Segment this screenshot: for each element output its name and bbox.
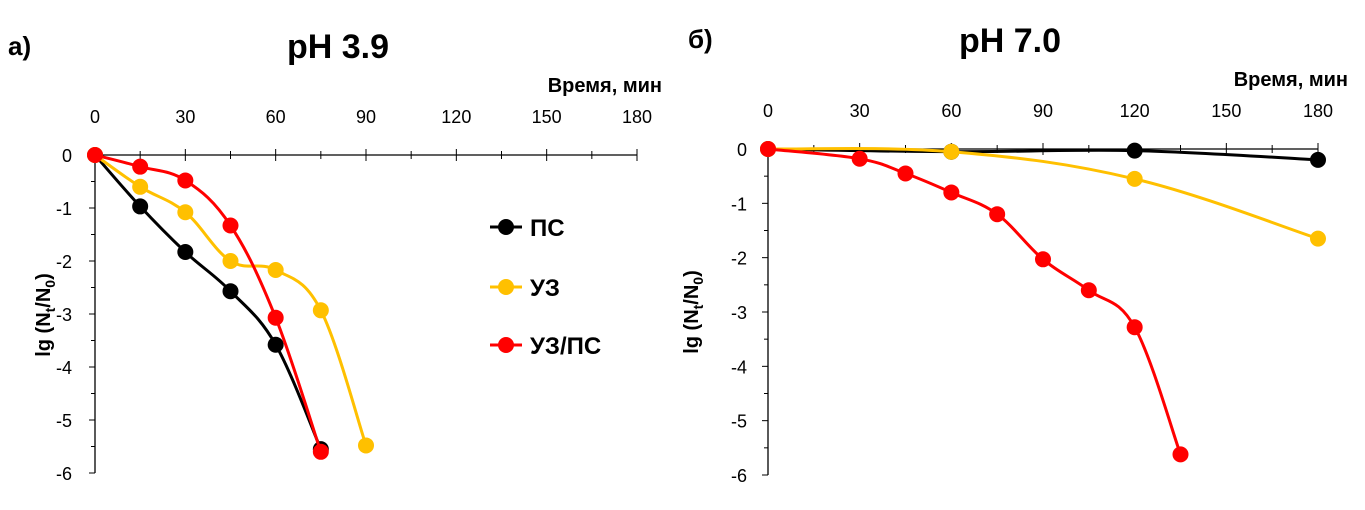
panel-a-data-point-uz bbox=[358, 437, 374, 454]
panel-b-label: б) bbox=[688, 24, 713, 54]
panel-b-title: pH 7.0 bbox=[959, 22, 1061, 60]
panel-a-x-tick-label: 90 bbox=[356, 107, 376, 127]
panel-b-data-point-uz-ps bbox=[1126, 319, 1143, 336]
panel-a-data-point-uz-ps bbox=[132, 158, 149, 175]
panel-b-data-point-uz bbox=[943, 143, 960, 160]
panel-a-data-point-uz bbox=[267, 262, 284, 279]
panel-b-y-tick-label: -6 bbox=[731, 466, 747, 486]
panel-a-data-point-ps bbox=[132, 198, 149, 215]
panel-a-data-point-ps bbox=[177, 243, 194, 260]
panel-a-data-point-ps bbox=[267, 336, 284, 353]
panel-a-x-tick-label: 60 bbox=[266, 107, 286, 127]
panel-b: б) pH 7.0 Время, мин lg (Nt/N0) 0 30 60 90 1… bbox=[681, 22, 1348, 486]
legend-item-ps: ПС bbox=[490, 215, 565, 242]
panel-b-y-axis-title: lg (Nt/N0) bbox=[681, 270, 706, 354]
legend-label-uz-ps: УЗ/ПС bbox=[530, 333, 601, 360]
panel-b-y-tick-label: -2 bbox=[731, 249, 747, 269]
panel-a-x-tick-label: 150 bbox=[532, 107, 562, 127]
panel-a-data-point-uz bbox=[312, 302, 329, 319]
legend: ПС УЗ УЗ/ПС bbox=[490, 215, 601, 360]
panel-b-y-tick-label: -4 bbox=[731, 357, 747, 377]
panel-a-y-tick-label: -6 bbox=[56, 464, 72, 484]
panel-a-data-point-ps bbox=[222, 283, 239, 300]
panel-a-x-tick-label: 120 bbox=[441, 107, 471, 127]
panel-b-data-point-uz-ps bbox=[760, 141, 776, 157]
panel-a-y-tick-label: -4 bbox=[56, 358, 72, 378]
panel-b-series-line-uz-ps bbox=[767, 147, 1182, 455]
panel-a-axes: 0 30 60 90 120 150 180 0 -1 -2 -3 -4 -5 -6 bbox=[56, 107, 652, 484]
panel-a-data-point-uz bbox=[222, 253, 239, 269]
panel-b-data-point-ps bbox=[1126, 142, 1143, 159]
panel-a-data-point-uz bbox=[132, 178, 149, 195]
panel-b-x-tick-label: 60 bbox=[941, 101, 961, 121]
panel-a-data-point-uz-ps bbox=[222, 217, 239, 234]
panel-a-data-point-uz-ps bbox=[312, 443, 329, 460]
panel-a-y-tick-label: -5 bbox=[56, 411, 72, 431]
panel-b-data-point-uz-ps bbox=[897, 165, 914, 182]
panel-b-y-tick-label: -5 bbox=[731, 412, 747, 432]
legend-item-uz: УЗ bbox=[490, 275, 560, 302]
panel-b-y-tick-label: -1 bbox=[731, 194, 747, 214]
panel-b-y-tick-label: -3 bbox=[731, 303, 747, 323]
panel-b-series-line-ps bbox=[767, 147, 1319, 162]
panel-a-x-tick-label: 180 bbox=[622, 107, 652, 127]
panel-a-x-axis-title: Время, мин bbox=[548, 75, 662, 97]
panel-a-x-tick-label: 0 bbox=[90, 107, 100, 127]
panel-b-axes: 0 30 60 90 120 150 180 0 -1 -2 -3 -4 -5 -6 bbox=[731, 101, 1333, 486]
panel-a-x-tick-label: 30 bbox=[175, 107, 195, 127]
panel-b-data-point-uz-ps bbox=[989, 206, 1006, 223]
panel-b-data-point-uz bbox=[1126, 170, 1143, 187]
panel-a-series bbox=[87, 147, 374, 460]
panel-a: а) pH 3.9 Время, мин lg (Nt/N0) 0 30 60 90 1… bbox=[8, 28, 662, 484]
panel-b-series-line-uz bbox=[767, 147, 1319, 241]
panel-b-x-tick-label: 90 bbox=[1033, 101, 1053, 121]
panel-a-title: pH 3.9 bbox=[287, 28, 389, 66]
panel-b-x-tick-label: 0 bbox=[763, 101, 773, 121]
panel-b-series bbox=[760, 141, 1326, 463]
panel-b-x-axis-title: Время, мин bbox=[1234, 69, 1348, 91]
panel-b-data-point-uz bbox=[1310, 230, 1326, 247]
panel-a-label: а) bbox=[8, 31, 31, 61]
panel-b-x-tick-label: 120 bbox=[1120, 101, 1150, 121]
panel-a-data-point-uz bbox=[177, 204, 194, 221]
panel-b-data-point-uz-ps bbox=[1080, 282, 1097, 299]
panel-b-x-tick-label: 180 bbox=[1303, 101, 1333, 121]
panel-a-data-point-uz-ps bbox=[87, 147, 103, 163]
panel-b-data-point-uz-ps bbox=[943, 184, 960, 201]
panel-b-data-point-uz-ps bbox=[851, 150, 868, 167]
panel-a-y-tick-label: 0 bbox=[62, 146, 72, 166]
legend-label-uz: УЗ bbox=[530, 275, 560, 302]
panel-a-y-axis-title: lg (Nt/N0) bbox=[33, 273, 58, 357]
panel-a-y-tick-label: -1 bbox=[56, 199, 72, 219]
panel-a-y-tick-label: -3 bbox=[56, 305, 72, 325]
panel-a-y-tick-label: -2 bbox=[56, 252, 72, 272]
panel-a-series-line-uz bbox=[94, 153, 368, 446]
panel-a-series-line-uz-ps bbox=[94, 153, 323, 453]
panel-b-x-tick-label: 30 bbox=[850, 101, 870, 121]
legend-label-ps: ПС bbox=[530, 215, 565, 242]
panel-a-data-point-uz-ps bbox=[267, 309, 284, 326]
panel-b-data-point-uz-ps bbox=[1035, 251, 1051, 268]
panel-b-data-point-uz-ps bbox=[1172, 446, 1189, 463]
panel-a-data-point-uz-ps bbox=[177, 172, 194, 189]
legend-item-uz-ps: УЗ/ПС bbox=[490, 333, 601, 360]
panel-b-data-point-ps bbox=[1310, 151, 1326, 168]
panel-b-x-tick-label: 150 bbox=[1211, 101, 1241, 121]
panel-b-y-tick-label: 0 bbox=[737, 140, 747, 160]
